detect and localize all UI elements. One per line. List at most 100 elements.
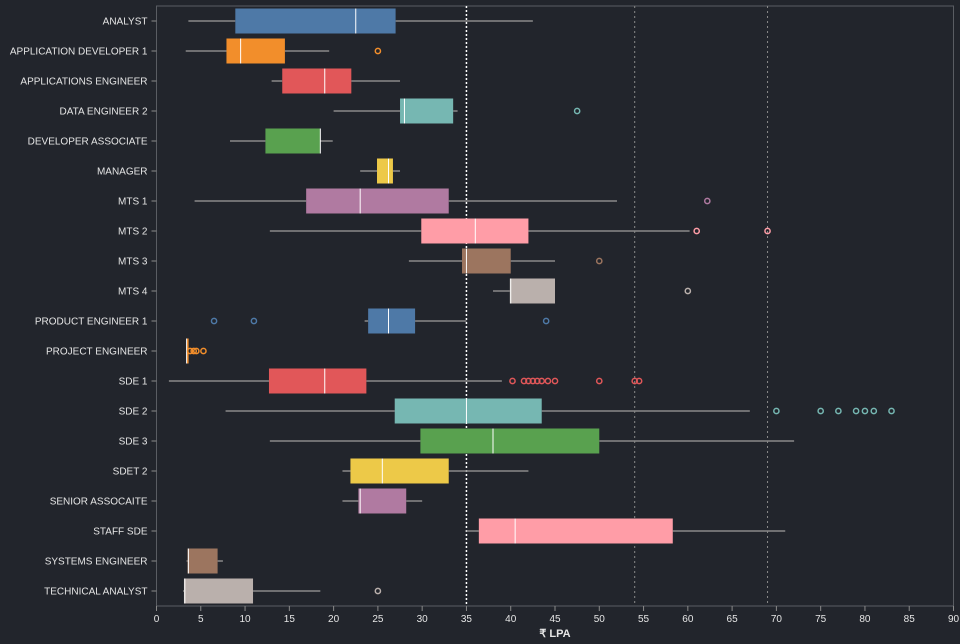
outlier-point <box>210 317 218 325</box>
category-label: DEVELOPER ASSOCIATE <box>28 137 148 148</box>
x-tick-label: 40 <box>505 614 517 625</box>
outlier-point <box>193 347 200 355</box>
x-tick-label: 90 <box>948 614 960 625</box>
outlier-point <box>861 407 869 415</box>
category-label: MTS 4 <box>118 287 148 298</box>
x-tick-label: 45 <box>549 614 561 625</box>
box-iqr <box>420 428 600 454</box>
outlier-point <box>703 197 711 205</box>
box-group <box>360 158 401 184</box>
category-label: APPLICATION DEVELOPER 1 <box>10 47 148 58</box>
x-axis: 0 5 10 15 20 25 30 35 40 45 50 55 60 65 70 75 80 85 90 <box>154 606 960 625</box>
x-tick-label: 20 <box>328 614 340 625</box>
box-group <box>342 488 423 514</box>
x-tick-label: 55 <box>638 614 650 625</box>
x-tick-label: 75 <box>815 614 827 625</box>
outlier-point <box>538 377 546 385</box>
box-iqr <box>394 398 542 424</box>
category-label: DATA ENGINEER 2 <box>60 107 148 118</box>
box-series <box>168 8 895 604</box>
x-tick-label: 0 <box>154 614 160 625</box>
x-tick-label: 5 <box>198 614 204 625</box>
box-iqr <box>265 128 321 154</box>
box-group <box>186 548 223 574</box>
outlier-point <box>250 317 258 325</box>
outlier-point <box>186 347 194 355</box>
outlier-point <box>852 407 860 415</box>
box-iqr <box>235 8 396 34</box>
category-label: SENIOR ASSOCAITE <box>50 497 148 508</box>
x-tick-label: 50 <box>594 614 606 625</box>
category-label: SDET 2 <box>113 467 148 478</box>
outlier-point <box>693 227 701 235</box>
box-group <box>188 8 533 34</box>
box-group <box>183 578 382 604</box>
category-label: PROJECT ENGINEER <box>46 347 148 358</box>
box-iqr <box>478 518 673 544</box>
box-iqr <box>462 248 511 274</box>
category-label: STAFF SDE <box>93 527 148 538</box>
outlier-point <box>888 407 895 415</box>
x-tick-label: 10 <box>239 614 251 625</box>
x-tick-label: 85 <box>904 614 916 625</box>
box-group <box>269 218 771 244</box>
outlier-point <box>533 377 541 385</box>
x-tick-label: 15 <box>284 614 296 625</box>
category-label: SDE 3 <box>119 437 148 448</box>
box-iqr <box>368 308 416 334</box>
box-group <box>185 38 382 64</box>
category-label: MTS 2 <box>118 227 148 238</box>
box-iqr <box>509 278 555 304</box>
category-label: APPLICATIONS ENGINEER <box>20 77 147 88</box>
outlier-point <box>870 407 878 415</box>
category-label: ANALYST <box>103 17 148 28</box>
box-group <box>225 398 895 424</box>
box-iqr <box>226 38 285 64</box>
category-label: MANAGER <box>97 167 148 178</box>
box-iqr <box>400 98 454 124</box>
outlier-point <box>374 47 382 55</box>
outlier-point <box>573 107 581 115</box>
x-axis-title: ₹ LPA <box>539 628 570 640</box>
outlier-point <box>635 377 643 385</box>
box-group <box>168 368 643 394</box>
x-tick-label: 70 <box>771 614 783 625</box>
box-group <box>210 308 550 334</box>
box-group <box>271 68 401 94</box>
box-group <box>408 248 603 274</box>
x-tick-label: 30 <box>417 614 429 625</box>
box-iqr <box>377 158 393 184</box>
category-label: MTS 3 <box>118 257 148 268</box>
outlier-point <box>764 227 771 235</box>
box-iqr <box>183 578 254 604</box>
x-tick-label: 60 <box>682 614 694 625</box>
box-group <box>186 338 207 364</box>
x-tick-label: 35 <box>461 614 473 625</box>
box-group <box>333 98 581 124</box>
outlier-point <box>374 587 382 595</box>
category-label: TECHNICAL ANALYST <box>44 587 147 598</box>
box-group <box>230 128 333 154</box>
box-iqr <box>358 488 407 514</box>
outlier-point <box>520 377 528 385</box>
outlier-point <box>544 377 552 385</box>
x-tick-label: 80 <box>859 614 871 625</box>
box-group <box>493 278 692 304</box>
outlier-point <box>525 377 532 385</box>
category-label: SDE 1 <box>119 377 148 388</box>
outlier-point <box>190 347 198 355</box>
outlier-point <box>595 377 603 385</box>
category-label: SDE 2 <box>119 407 148 418</box>
category-label: SYSTEMS ENGINEER <box>45 557 148 568</box>
outlier-point <box>817 407 825 415</box>
reference-lines <box>465 6 769 606</box>
outlier-point <box>835 407 842 415</box>
box-iqr <box>268 368 367 394</box>
box-group <box>342 458 529 484</box>
box-iqr <box>187 548 218 574</box>
plot-frame <box>156 5 954 607</box>
box-group <box>194 188 711 214</box>
outlier-point <box>200 347 207 355</box>
outlier-point <box>509 377 516 385</box>
box-group <box>466 518 786 544</box>
